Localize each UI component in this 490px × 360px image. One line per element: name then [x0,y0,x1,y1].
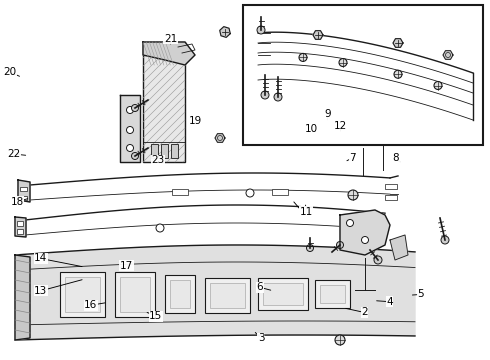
Circle shape [299,53,307,62]
Bar [60,272,105,317]
Polygon shape [143,42,195,65]
Text: 8: 8 [392,153,399,163]
Text: 16: 16 [84,300,98,310]
Bar [17,221,23,226]
Text: 3: 3 [258,333,265,343]
Bar [385,184,397,189]
Text: 13: 13 [34,286,48,296]
Circle shape [246,189,254,197]
Bar [20,196,27,200]
Polygon shape [18,180,30,202]
Polygon shape [313,31,323,39]
Text: 20: 20 [3,67,16,77]
Text: 5: 5 [417,289,424,300]
Bar [315,280,350,308]
Polygon shape [15,255,30,340]
Circle shape [126,144,133,152]
Bar [170,280,190,308]
Circle shape [374,256,382,264]
Text: 9: 9 [324,109,331,120]
Polygon shape [340,210,390,255]
Circle shape [261,91,269,99]
Text: 14: 14 [34,253,48,264]
Bar [243,5,483,145]
Circle shape [156,224,164,232]
Text: 21: 21 [164,34,177,44]
Text: 4: 4 [386,297,393,307]
Text: 22: 22 [7,149,21,159]
Bar [272,189,288,195]
Polygon shape [390,235,408,260]
Bar [165,275,195,313]
Circle shape [441,236,449,244]
Text: 10: 10 [305,124,318,134]
Text: 15: 15 [149,311,163,321]
Circle shape [394,70,402,78]
Bar [320,285,345,303]
Circle shape [307,244,314,252]
Text: 11: 11 [299,207,313,217]
Bar [65,277,100,312]
Circle shape [131,104,139,112]
Polygon shape [443,51,453,59]
Circle shape [348,190,358,200]
Bar [143,42,185,162]
Circle shape [126,126,133,134]
Polygon shape [15,217,26,237]
Text: 19: 19 [188,116,202,126]
Circle shape [434,81,442,90]
Circle shape [131,153,139,159]
Text: 7: 7 [349,153,356,163]
Text: 23: 23 [151,155,165,165]
Text: 17: 17 [120,261,133,271]
Polygon shape [15,245,415,340]
Text: 2: 2 [361,307,368,318]
Circle shape [257,26,265,34]
Circle shape [346,220,353,226]
Bar [263,283,303,305]
Polygon shape [215,134,225,142]
Bar [385,195,397,200]
Circle shape [335,335,345,345]
Bar [151,144,158,158]
Text: 12: 12 [334,121,347,131]
Circle shape [274,93,282,101]
Bar [258,278,308,310]
Polygon shape [220,27,230,37]
Bar [115,272,155,317]
Bar [172,189,188,195]
Bar [120,277,150,312]
Polygon shape [393,39,403,47]
Text: 6: 6 [256,282,263,292]
Text: 1: 1 [299,207,306,217]
Bar [161,144,168,158]
Bar [205,278,250,313]
Bar [210,283,245,308]
Text: 18: 18 [10,197,24,207]
Bar [17,229,23,234]
Circle shape [339,59,347,67]
Bar [20,187,27,191]
Circle shape [126,107,133,113]
Bar [171,144,178,158]
Polygon shape [120,95,140,162]
Circle shape [362,237,368,243]
Circle shape [337,242,343,248]
